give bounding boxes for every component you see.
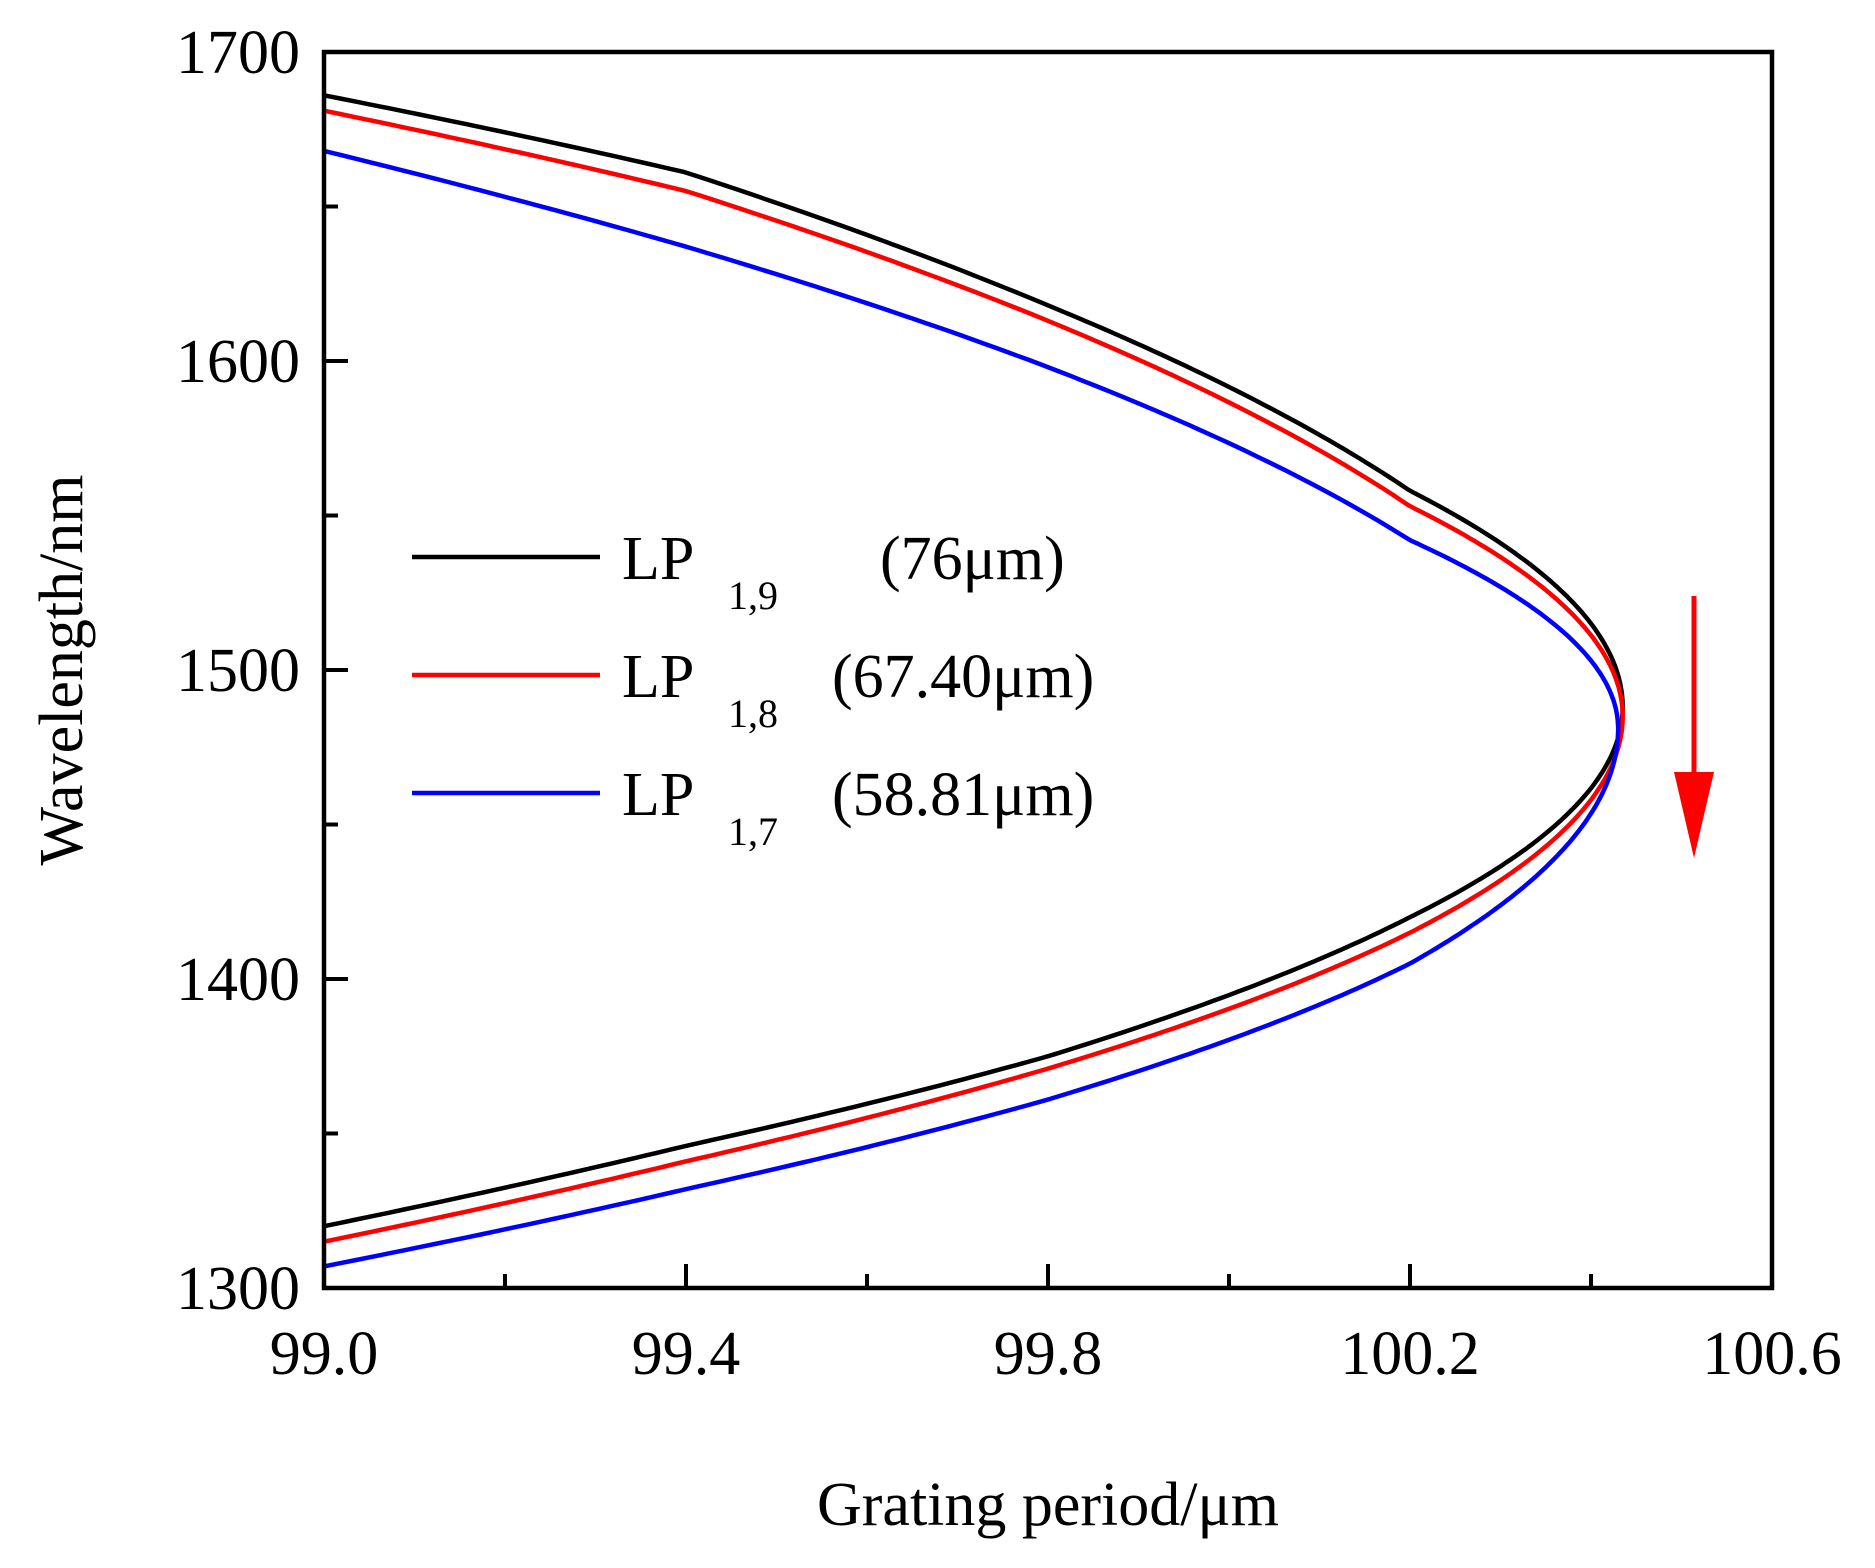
y-tick-label: 1300 [176, 1255, 300, 1323]
x-tick-label: 100.6 [1702, 1320, 1842, 1388]
arrow-down-icon [1674, 772, 1714, 858]
series-line-2 [323, 108, 1625, 1244]
annotations [1674, 596, 1714, 858]
y-tick-label: 1400 [176, 946, 300, 1014]
legend-note-2: (67.40μm) [832, 643, 1094, 711]
y-tick-label: 1700 [176, 19, 300, 87]
series-layer [323, 93, 1625, 1269]
legend-note-1: (76μm) [880, 525, 1065, 593]
legend-note-3: (58.81μm) [832, 761, 1094, 829]
series-line-3 [323, 148, 1621, 1269]
y-axis-title: Wavelength/nm [28, 474, 96, 865]
y-tick-label: 1500 [176, 637, 300, 705]
x-tick-label: 100.2 [1340, 1320, 1480, 1388]
legend-label-1: LP [622, 525, 694, 593]
x-axis-title: Grating period/μm [817, 1471, 1279, 1539]
legend: LP 1,9 (76μm) LP 1,8 (67.40μm) LP 1,7 (58.81μm) [412, 525, 1094, 854]
x-tick-label: 99.8 [994, 1320, 1103, 1388]
axis-ticks: 99.0 99.4 99.8 100.2 100.6 1300 1400 1500 1600 17… [176, 19, 1842, 1388]
legend-subscript-2: 1,8 [728, 691, 778, 736]
x-tick-label: 99.0 [270, 1320, 379, 1388]
legend-subscript-3: 1,7 [728, 809, 778, 854]
legend-subscript-1: 1,9 [728, 573, 778, 618]
legend-label-3: LP [622, 761, 694, 829]
y-tick-label: 1600 [176, 328, 300, 396]
x-tick-label: 99.4 [632, 1320, 741, 1388]
legend-label-2: LP [622, 643, 694, 711]
